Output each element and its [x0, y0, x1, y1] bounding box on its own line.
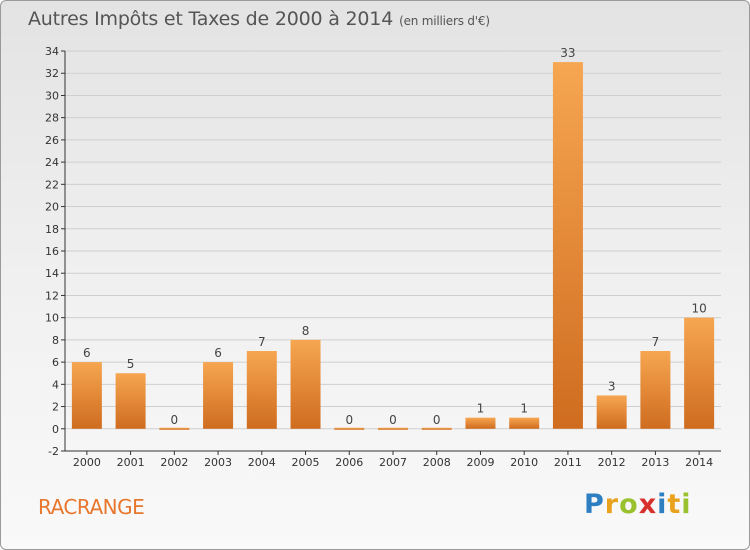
logo-letter: i [681, 489, 692, 520]
x-tick-label: 2004 [248, 456, 276, 469]
bar [71, 362, 102, 429]
y-tick-label: 4 [52, 378, 59, 391]
y-tick-label: 8 [52, 334, 59, 347]
logo-letter: P [584, 489, 605, 520]
data-label: 0 [171, 413, 179, 427]
x-tick-label: 2002 [160, 456, 188, 469]
x-tick-label: 2013 [641, 456, 669, 469]
logo-letter: x [638, 489, 658, 520]
data-label: 1 [477, 402, 485, 416]
bar [552, 62, 583, 429]
data-label: 1 [520, 402, 528, 416]
data-label: 0 [345, 413, 353, 427]
data-label: 6 [214, 346, 222, 360]
y-tick-label: 16 [45, 245, 59, 258]
bar [421, 427, 452, 430]
data-label: 10 [691, 302, 706, 316]
data-label: 7 [652, 335, 660, 349]
x-tick-label: 2007 [379, 456, 407, 469]
bar [334, 427, 365, 430]
title-text: Autres Impôts et Taxes de 2000 à 2014 [28, 8, 394, 30]
x-tick-label: 2012 [598, 456, 626, 469]
x-tick-label: 2001 [117, 456, 145, 469]
data-label: 5 [127, 357, 135, 371]
y-tick-label: 10 [45, 312, 59, 325]
bar [203, 362, 234, 429]
x-tick-label: 2005 [292, 456, 320, 469]
y-tick-label: 6 [52, 356, 59, 369]
bar [159, 427, 190, 430]
bar [465, 417, 496, 429]
y-tick-label: 34 [45, 45, 59, 58]
bar [596, 395, 627, 429]
y-tick-label: 30 [45, 89, 59, 102]
x-tick-label: 2000 [73, 456, 101, 469]
y-tick-label: 18 [45, 223, 59, 236]
bar [246, 351, 277, 429]
x-tick-label: 2008 [423, 456, 451, 469]
data-label: 8 [302, 324, 310, 338]
data-label: 6 [83, 346, 91, 360]
y-tick-label: 14 [45, 267, 59, 280]
data-label: 3 [608, 379, 616, 393]
bar [684, 317, 715, 429]
y-tick-label: 12 [45, 289, 59, 302]
y-tick-label: -2 [48, 445, 59, 458]
bar [115, 373, 146, 429]
y-tick-label: 26 [45, 134, 59, 147]
logo-letter: o [619, 489, 639, 520]
y-tick-label: 2 [52, 401, 59, 414]
y-tick-label: 24 [45, 156, 59, 169]
logo-letter: i [657, 489, 668, 520]
x-tick-label: 2003 [204, 456, 232, 469]
logo-letter: r [604, 489, 620, 520]
data-label: 0 [433, 413, 441, 427]
y-tick-label: 28 [45, 112, 59, 125]
y-tick-label: 32 [45, 67, 59, 80]
bar [509, 417, 540, 429]
data-label: 33 [560, 46, 575, 60]
place-name: RACRANGE [38, 495, 145, 519]
y-tick-label: 20 [45, 201, 59, 214]
bar [290, 339, 321, 429]
x-tick-label: 2010 [510, 456, 538, 469]
bar [640, 351, 671, 429]
data-label: 0 [389, 413, 397, 427]
x-tick-label: 2006 [335, 456, 363, 469]
x-tick-label: 2011 [554, 456, 582, 469]
x-tick-label: 2009 [466, 456, 494, 469]
logo-letter: t [667, 489, 682, 520]
y-tick-label: 22 [45, 178, 59, 191]
proxiti-logo[interactable]: Proxiti [584, 489, 692, 520]
y-tick-label: 0 [52, 423, 59, 436]
chart-title: Autres Impôts et Taxes de 2000 à 2014 (en… [28, 8, 490, 30]
x-tick-label: 2014 [685, 456, 713, 469]
data-label: 7 [258, 335, 266, 349]
unit-text: (en milliers d'€) [399, 14, 490, 28]
bar [378, 427, 408, 430]
